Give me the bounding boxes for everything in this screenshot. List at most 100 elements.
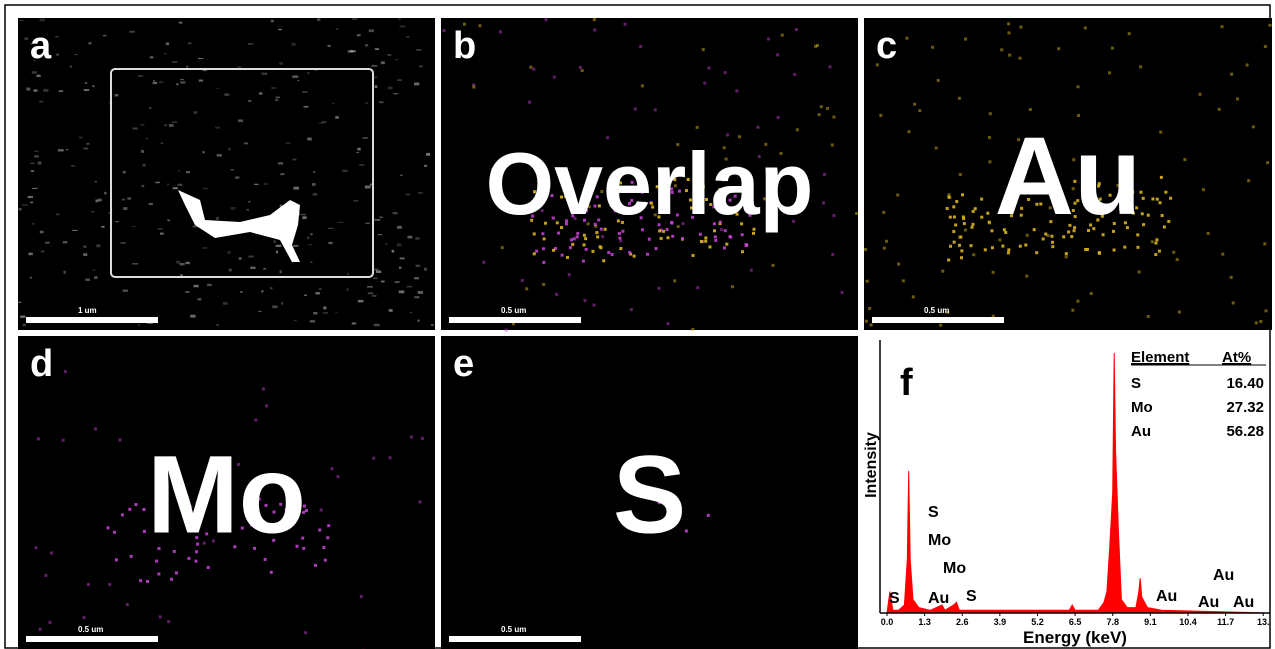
signal-dot [897, 263, 900, 266]
signal-dot [1051, 241, 1054, 244]
signal-dot [941, 270, 944, 273]
texture [292, 75, 298, 78]
signal-dot [48, 621, 51, 624]
signal-dot [50, 551, 53, 554]
signal-dot [157, 572, 160, 575]
texture [319, 288, 321, 290]
signal-dot [870, 324, 873, 327]
texture [317, 18, 320, 21]
texture [414, 82, 419, 85]
signal-dot [35, 546, 38, 549]
signal-dot [628, 251, 631, 254]
signal-dot [949, 216, 952, 219]
texture [138, 324, 140, 325]
peak-label: Au [1198, 594, 1219, 611]
signal-dot [958, 97, 961, 100]
texture [59, 90, 64, 92]
texture [357, 34, 361, 36]
texture [372, 295, 377, 297]
signal-dot [1029, 108, 1032, 111]
signal-dot [841, 291, 844, 294]
signal-dot [1123, 246, 1126, 249]
texture [227, 251, 230, 254]
texture [353, 200, 358, 201]
signal-dot [1035, 251, 1038, 254]
signal-dot [542, 261, 545, 264]
texture [376, 270, 381, 273]
signal-dot [947, 258, 950, 261]
texture [369, 29, 374, 32]
signal-dot [421, 437, 424, 440]
texture [315, 292, 320, 294]
signal-dot [666, 236, 669, 239]
peak-label: Au [1213, 567, 1234, 584]
peak-label: Mo [928, 532, 951, 549]
texture [34, 155, 39, 157]
texture [239, 257, 242, 260]
texture [84, 89, 89, 91]
x-tick-label: 7.8 [1106, 617, 1119, 627]
signal-dot [896, 194, 899, 197]
signal-dot [601, 235, 604, 238]
texture [356, 152, 359, 153]
texture [280, 270, 282, 273]
texture [98, 199, 102, 202]
x-tick-label: 9.1 [1144, 617, 1157, 627]
signal-dot [702, 48, 705, 51]
signal-dot [1263, 242, 1266, 245]
texture [202, 247, 207, 249]
texture [302, 216, 306, 219]
texture [133, 127, 138, 129]
element-title: S [613, 434, 686, 557]
signal-dot [1019, 26, 1022, 29]
signal-dot [553, 76, 556, 79]
signal-dot [318, 529, 321, 532]
signal-dot [113, 531, 116, 534]
texture [389, 309, 393, 312]
texture [304, 295, 307, 296]
panel-label: c [876, 25, 897, 67]
texture [417, 320, 419, 322]
signal-dot [831, 253, 834, 256]
texture [121, 242, 127, 244]
signal-dot [1113, 248, 1116, 251]
texture [91, 211, 95, 212]
texture [280, 173, 284, 175]
texture [176, 83, 178, 85]
signal-dot [581, 69, 584, 72]
texture [276, 251, 278, 254]
signal-dot [167, 620, 170, 623]
signal-dot [692, 254, 695, 257]
signal-dot [671, 235, 674, 238]
texture [248, 256, 254, 258]
signal-dot [1247, 179, 1250, 182]
signal-dot [961, 193, 964, 196]
signal-dot [696, 126, 699, 129]
texture [278, 162, 283, 164]
signal-dot [1000, 48, 1003, 51]
signal-dot [667, 322, 670, 325]
texture [297, 80, 299, 81]
signal-dot [499, 30, 502, 33]
signal-dot [699, 233, 702, 236]
texture [350, 50, 356, 52]
texture [346, 288, 348, 291]
table-cell: Mo [1131, 399, 1153, 416]
texture [406, 194, 410, 195]
signal-dot [87, 583, 90, 586]
signal-dot [772, 264, 775, 267]
signal-dot [1159, 201, 1162, 204]
signal-dot [542, 247, 545, 250]
texture [406, 36, 409, 37]
texture [185, 291, 189, 293]
signal-dot [543, 237, 546, 240]
signal-dot [121, 513, 124, 516]
texture [244, 142, 248, 144]
texture [407, 286, 413, 288]
texture [397, 226, 402, 229]
signal-dot [654, 108, 657, 111]
signal-dot [528, 101, 531, 104]
texture [180, 274, 183, 276]
signal-dot [1108, 71, 1111, 74]
texture [40, 231, 44, 234]
